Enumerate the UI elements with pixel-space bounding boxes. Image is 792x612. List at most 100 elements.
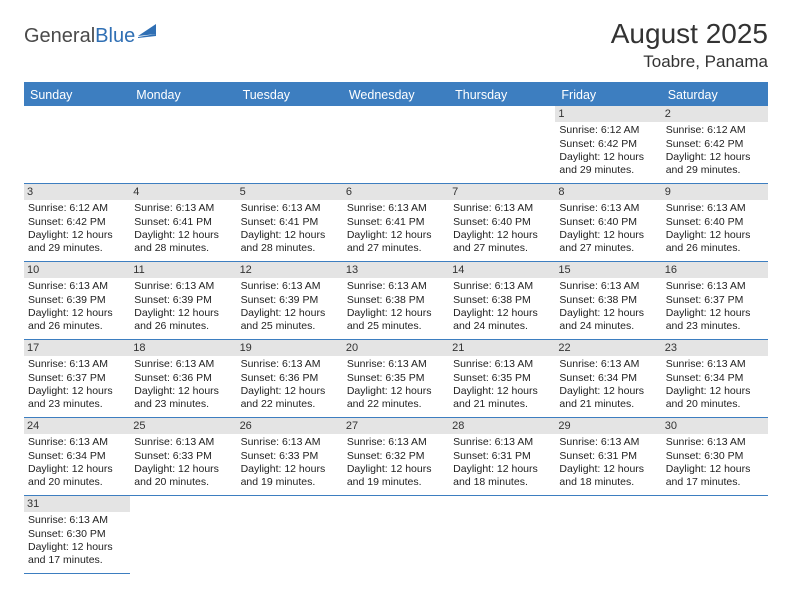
day-number: 12 <box>237 262 343 278</box>
daylight-line: Daylight: 12 hours and 24 minutes. <box>453 307 551 334</box>
day-number: 17 <box>24 340 130 356</box>
sunrise-line: Sunrise: 6:13 AM <box>241 202 339 215</box>
sunset-line: Sunset: 6:39 PM <box>241 294 339 307</box>
sunrise-line: Sunrise: 6:13 AM <box>241 436 339 449</box>
calendar-cell: 22Sunrise: 6:13 AMSunset: 6:34 PMDayligh… <box>555 340 661 418</box>
daylight-line: Daylight: 12 hours and 23 minutes. <box>28 385 126 412</box>
calendar-cell: 30Sunrise: 6:13 AMSunset: 6:30 PMDayligh… <box>662 418 768 496</box>
sunrise-line: Sunrise: 6:13 AM <box>28 436 126 449</box>
daylight-line: Daylight: 12 hours and 22 minutes. <box>241 385 339 412</box>
sunrise-line: Sunrise: 6:13 AM <box>559 358 657 371</box>
calendar-cell: 24Sunrise: 6:13 AMSunset: 6:34 PMDayligh… <box>24 418 130 496</box>
sunrise-line: Sunrise: 6:13 AM <box>28 514 126 527</box>
location-label: Toabre, Panama <box>611 52 768 72</box>
sunrise-line: Sunrise: 6:12 AM <box>666 124 764 137</box>
sunrise-line: Sunrise: 6:13 AM <box>453 202 551 215</box>
day-number: 23 <box>662 340 768 356</box>
daylight-line: Daylight: 12 hours and 25 minutes. <box>347 307 445 334</box>
header: GeneralBlue August 2025 Toabre, Panama <box>24 18 768 72</box>
sunset-line: Sunset: 6:42 PM <box>28 216 126 229</box>
calendar-cell: 6 Sunrise: 6:13 AMSunset: 6:41 PMDaylight… <box>343 184 449 262</box>
month-title: August 2025 <box>611 18 768 50</box>
weekday-header: Sunday <box>24 84 130 106</box>
calendar-cell: 23Sunrise: 6:13 AMSunset: 6:34 PMDayligh… <box>662 340 768 418</box>
sunset-line: Sunset: 6:37 PM <box>666 294 764 307</box>
sunset-line: Sunset: 6:41 PM <box>134 216 232 229</box>
daylight-line: Daylight: 12 hours and 25 minutes. <box>241 307 339 334</box>
day-number: 10 <box>24 262 130 278</box>
daylight-line: Daylight: 12 hours and 28 minutes. <box>134 229 232 256</box>
daylight-line: Daylight: 12 hours and 29 minutes. <box>28 229 126 256</box>
calendar-cell: 7Sunrise: 6:13 AMSunset: 6:40 PMDaylight… <box>449 184 555 262</box>
calendar-cell: 16Sunrise: 6:13 AMSunset: 6:37 PMDayligh… <box>662 262 768 340</box>
calendar-cell: 2Sunrise: 6:12 AMSunset: 6:42 PMDaylight… <box>662 106 768 184</box>
day-number: 9 <box>662 184 768 200</box>
day-number: 13 <box>343 262 449 278</box>
day-number: 11 <box>130 262 236 278</box>
day-number: 14 <box>449 262 555 278</box>
sunset-line: Sunset: 6:32 PM <box>347 450 445 463</box>
weekday-header: Friday <box>555 84 661 106</box>
daylight-line: Daylight: 12 hours and 18 minutes. <box>453 463 551 490</box>
sunrise-line: Sunrise: 6:13 AM <box>666 358 764 371</box>
daylight-line: Daylight: 12 hours and 27 minutes. <box>347 229 445 256</box>
daylight-line: Daylight: 12 hours and 23 minutes. <box>134 385 232 412</box>
sunset-line: Sunset: 6:41 PM <box>347 216 445 229</box>
calendar-cell: 8Sunrise: 6:13 AMSunset: 6:40 PMDaylight… <box>555 184 661 262</box>
day-number: 15 <box>555 262 661 278</box>
calendar-cell: 31Sunrise: 6:13 AMSunset: 6:30 PMDayligh… <box>24 496 130 574</box>
sunrise-line: Sunrise: 6:13 AM <box>347 358 445 371</box>
calendar-cell <box>130 496 236 574</box>
sunrise-line: Sunrise: 6:13 AM <box>134 202 232 215</box>
day-number: 22 <box>555 340 661 356</box>
sunrise-line: Sunrise: 6:13 AM <box>666 280 764 293</box>
weekday-header: Wednesday <box>343 84 449 106</box>
sunset-line: Sunset: 6:38 PM <box>559 294 657 307</box>
daylight-line: Daylight: 12 hours and 20 minutes. <box>28 463 126 490</box>
calendar-cell <box>343 106 449 184</box>
logo: GeneralBlue <box>24 18 160 48</box>
day-number: 6 <box>343 184 449 200</box>
calendar-cell: 12Sunrise: 6:13 AMSunset: 6:39 PMDayligh… <box>237 262 343 340</box>
calendar-cell <box>343 496 449 574</box>
daylight-line: Daylight: 12 hours and 26 minutes. <box>28 307 126 334</box>
calendar-cell: 20Sunrise: 6:13 AMSunset: 6:35 PMDayligh… <box>343 340 449 418</box>
calendar-cell: 19Sunrise: 6:13 AMSunset: 6:36 PMDayligh… <box>237 340 343 418</box>
day-number: 29 <box>555 418 661 434</box>
day-number: 21 <box>449 340 555 356</box>
day-number: 31 <box>24 496 130 512</box>
daylight-line: Daylight: 12 hours and 27 minutes. <box>453 229 551 256</box>
calendar-cell: 17Sunrise: 6:13 AMSunset: 6:37 PMDayligh… <box>24 340 130 418</box>
sunset-line: Sunset: 6:34 PM <box>28 450 126 463</box>
day-number: 18 <box>130 340 236 356</box>
calendar-cell: 18Sunrise: 6:13 AMSunset: 6:36 PMDayligh… <box>130 340 236 418</box>
daylight-line: Daylight: 12 hours and 20 minutes. <box>666 385 764 412</box>
sunrise-line: Sunrise: 6:13 AM <box>666 436 764 449</box>
day-number: 7 <box>449 184 555 200</box>
weekday-header: Monday <box>130 84 236 106</box>
day-number: 5 <box>237 184 343 200</box>
calendar-cell: 9Sunrise: 6:13 AMSunset: 6:40 PMDaylight… <box>662 184 768 262</box>
day-number: 8 <box>555 184 661 200</box>
logo-text-general: General <box>24 25 95 48</box>
daylight-line: Daylight: 12 hours and 20 minutes. <box>134 463 232 490</box>
logo-text-blue: Blue <box>95 25 135 48</box>
daylight-line: Daylight: 12 hours and 21 minutes. <box>453 385 551 412</box>
daylight-line: Daylight: 12 hours and 26 minutes. <box>134 307 232 334</box>
daylight-line: Daylight: 12 hours and 28 minutes. <box>241 229 339 256</box>
sunrise-line: Sunrise: 6:13 AM <box>347 202 445 215</box>
calendar-cell: 4 Sunrise: 6:13 AMSunset: 6:41 PMDaylight… <box>130 184 236 262</box>
sunset-line: Sunset: 6:35 PM <box>347 372 445 385</box>
daylight-line: Daylight: 12 hours and 17 minutes. <box>666 463 764 490</box>
day-number: 4 <box>130 184 236 200</box>
sunset-line: Sunset: 6:37 PM <box>28 372 126 385</box>
calendar-cell: 27Sunrise: 6:13 AMSunset: 6:32 PMDayligh… <box>343 418 449 496</box>
sunrise-line: Sunrise: 6:12 AM <box>559 124 657 137</box>
daylight-line: Daylight: 12 hours and 24 minutes. <box>559 307 657 334</box>
weekday-header: Thursday <box>449 84 555 106</box>
calendar-cell: 26Sunrise: 6:13 AMSunset: 6:33 PMDayligh… <box>237 418 343 496</box>
sunset-line: Sunset: 6:40 PM <box>559 216 657 229</box>
daylight-line: Daylight: 12 hours and 17 minutes. <box>28 541 126 568</box>
sunset-line: Sunset: 6:36 PM <box>241 372 339 385</box>
calendar-cell <box>555 496 661 574</box>
